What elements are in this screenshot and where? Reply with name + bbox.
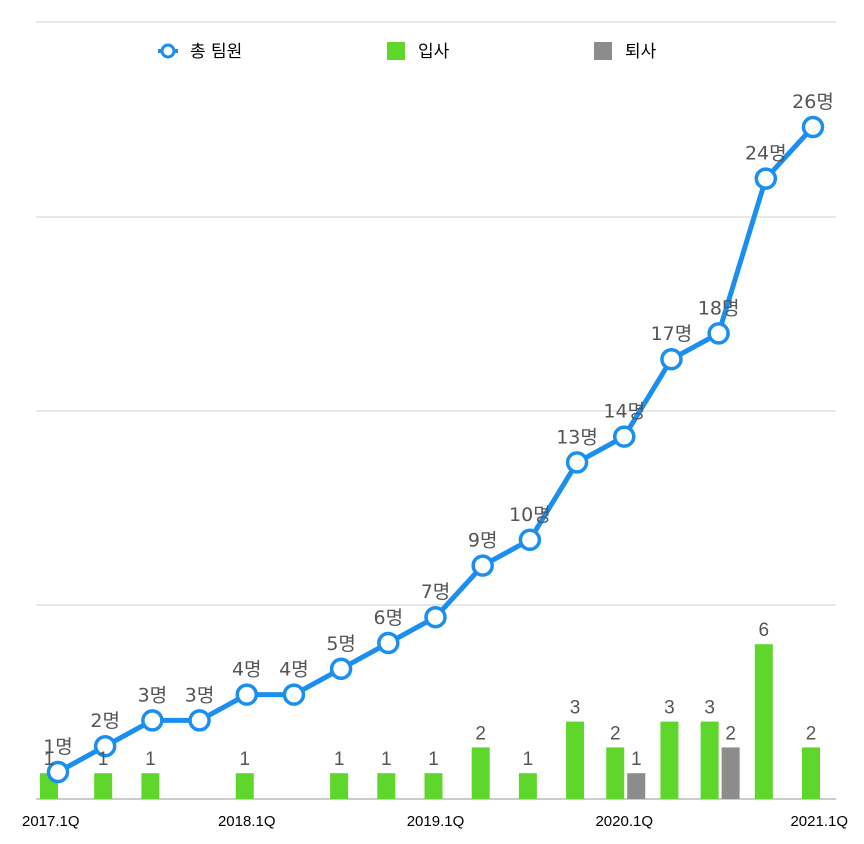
hire-bar-label: 2 bbox=[610, 723, 621, 744]
legend-circle-icon bbox=[160, 43, 176, 59]
hire-bar-label: 1 bbox=[145, 749, 156, 770]
hire-bar bbox=[424, 773, 443, 799]
hire-bar bbox=[802, 747, 820, 799]
x-axis: 2017.1Q 2018.1Q 2019.1Q 2020.1Q 2021.1Q bbox=[22, 813, 848, 830]
x-tick-label: 2021.1Q bbox=[790, 813, 848, 830]
hire-bar-label: 3 bbox=[570, 698, 581, 719]
total-value-label: 7명 bbox=[421, 581, 451, 603]
legend-label: 입사 bbox=[418, 42, 450, 62]
total-value-label: 4명 bbox=[232, 659, 262, 681]
hire-bar-label: 1 bbox=[428, 749, 439, 770]
hire-bar bbox=[377, 773, 396, 799]
total-point bbox=[660, 347, 683, 371]
total-value-label: 1명 bbox=[43, 736, 73, 758]
total-value-label: 3명 bbox=[138, 684, 168, 706]
leave-bar bbox=[721, 747, 740, 799]
total-value-label: 5명 bbox=[326, 633, 356, 655]
hire-bar-label: 2 bbox=[475, 723, 486, 744]
total-point bbox=[329, 657, 353, 681]
total-value-label: 24명 bbox=[745, 143, 787, 165]
hire-bar bbox=[606, 747, 625, 799]
legend-square-icon bbox=[387, 42, 405, 60]
hire-bar-label: 1 bbox=[523, 749, 534, 770]
hire-bar bbox=[94, 773, 113, 799]
total-value-label: 10명 bbox=[509, 504, 551, 526]
leave-bar-label: 2 bbox=[725, 723, 736, 744]
hire-bar bbox=[141, 773, 160, 799]
total-value-label: 4명 bbox=[279, 659, 309, 681]
total-value-label: 14명 bbox=[603, 401, 645, 423]
total-point bbox=[93, 734, 117, 758]
total-point bbox=[235, 683, 258, 706]
total-line bbox=[55, 124, 816, 775]
hire-bar bbox=[566, 721, 585, 799]
hire-bar-label: 2 bbox=[806, 723, 817, 744]
total-point bbox=[707, 322, 730, 345]
total-point bbox=[801, 115, 825, 139]
total-value-label: 17명 bbox=[651, 323, 693, 345]
total-point bbox=[377, 631, 400, 655]
hire-bar-label: 1 bbox=[334, 749, 345, 770]
total-point bbox=[565, 451, 589, 474]
total-value-label: 2명 bbox=[90, 710, 120, 732]
total-point bbox=[613, 425, 636, 448]
legend-label: 퇴사 bbox=[625, 42, 657, 62]
hire-bar-label: 1 bbox=[239, 749, 250, 770]
legend: 총 팀원 입사 퇴사 bbox=[158, 42, 657, 62]
total-point bbox=[754, 167, 778, 190]
x-tick-label: 2017.1Q bbox=[22, 813, 80, 830]
hire-bar-label: 3 bbox=[704, 698, 715, 719]
x-tick-label: 2018.1Q bbox=[218, 813, 276, 830]
bars-group bbox=[40, 644, 820, 799]
total-value-label: 3명 bbox=[185, 684, 215, 706]
x-tick-label: 2019.1Q bbox=[407, 813, 465, 830]
hire-bar-label: 6 bbox=[759, 620, 770, 641]
leave-bar-label: 1 bbox=[631, 749, 642, 770]
total-point bbox=[46, 760, 70, 784]
total-point bbox=[424, 605, 447, 629]
total-point bbox=[518, 528, 542, 552]
total-value-label: 13명 bbox=[556, 426, 598, 448]
hire-bar-label: 3 bbox=[664, 698, 675, 719]
x-tick-label: 2020.1Q bbox=[595, 813, 653, 830]
total-point bbox=[471, 554, 494, 577]
total-value-label: 6명 bbox=[374, 607, 404, 629]
gridlines bbox=[36, 21, 836, 800]
hire-bar bbox=[518, 773, 537, 799]
total-value-label: 18명 bbox=[698, 297, 740, 319]
hire-bar bbox=[754, 644, 773, 799]
total-value-label: 26명 bbox=[792, 91, 834, 113]
hire-bar bbox=[471, 747, 490, 799]
hire-bar bbox=[700, 721, 719, 799]
total-point bbox=[282, 683, 306, 706]
hire-bar bbox=[330, 773, 349, 799]
hire-bar-label: 1 bbox=[98, 749, 109, 770]
hire-bar bbox=[235, 773, 254, 799]
leave-bar bbox=[627, 773, 646, 799]
legend-label: 총 팀원 bbox=[190, 42, 242, 62]
total-point bbox=[141, 709, 164, 732]
hire-bar-label: 1 bbox=[44, 749, 55, 770]
hire-bar-label: 1 bbox=[381, 749, 392, 770]
legend-square-icon bbox=[594, 42, 612, 60]
hire-bar bbox=[660, 721, 679, 799]
total-point bbox=[188, 709, 211, 732]
line-series-group bbox=[46, 115, 825, 784]
total-value-label: 9명 bbox=[468, 530, 498, 552]
